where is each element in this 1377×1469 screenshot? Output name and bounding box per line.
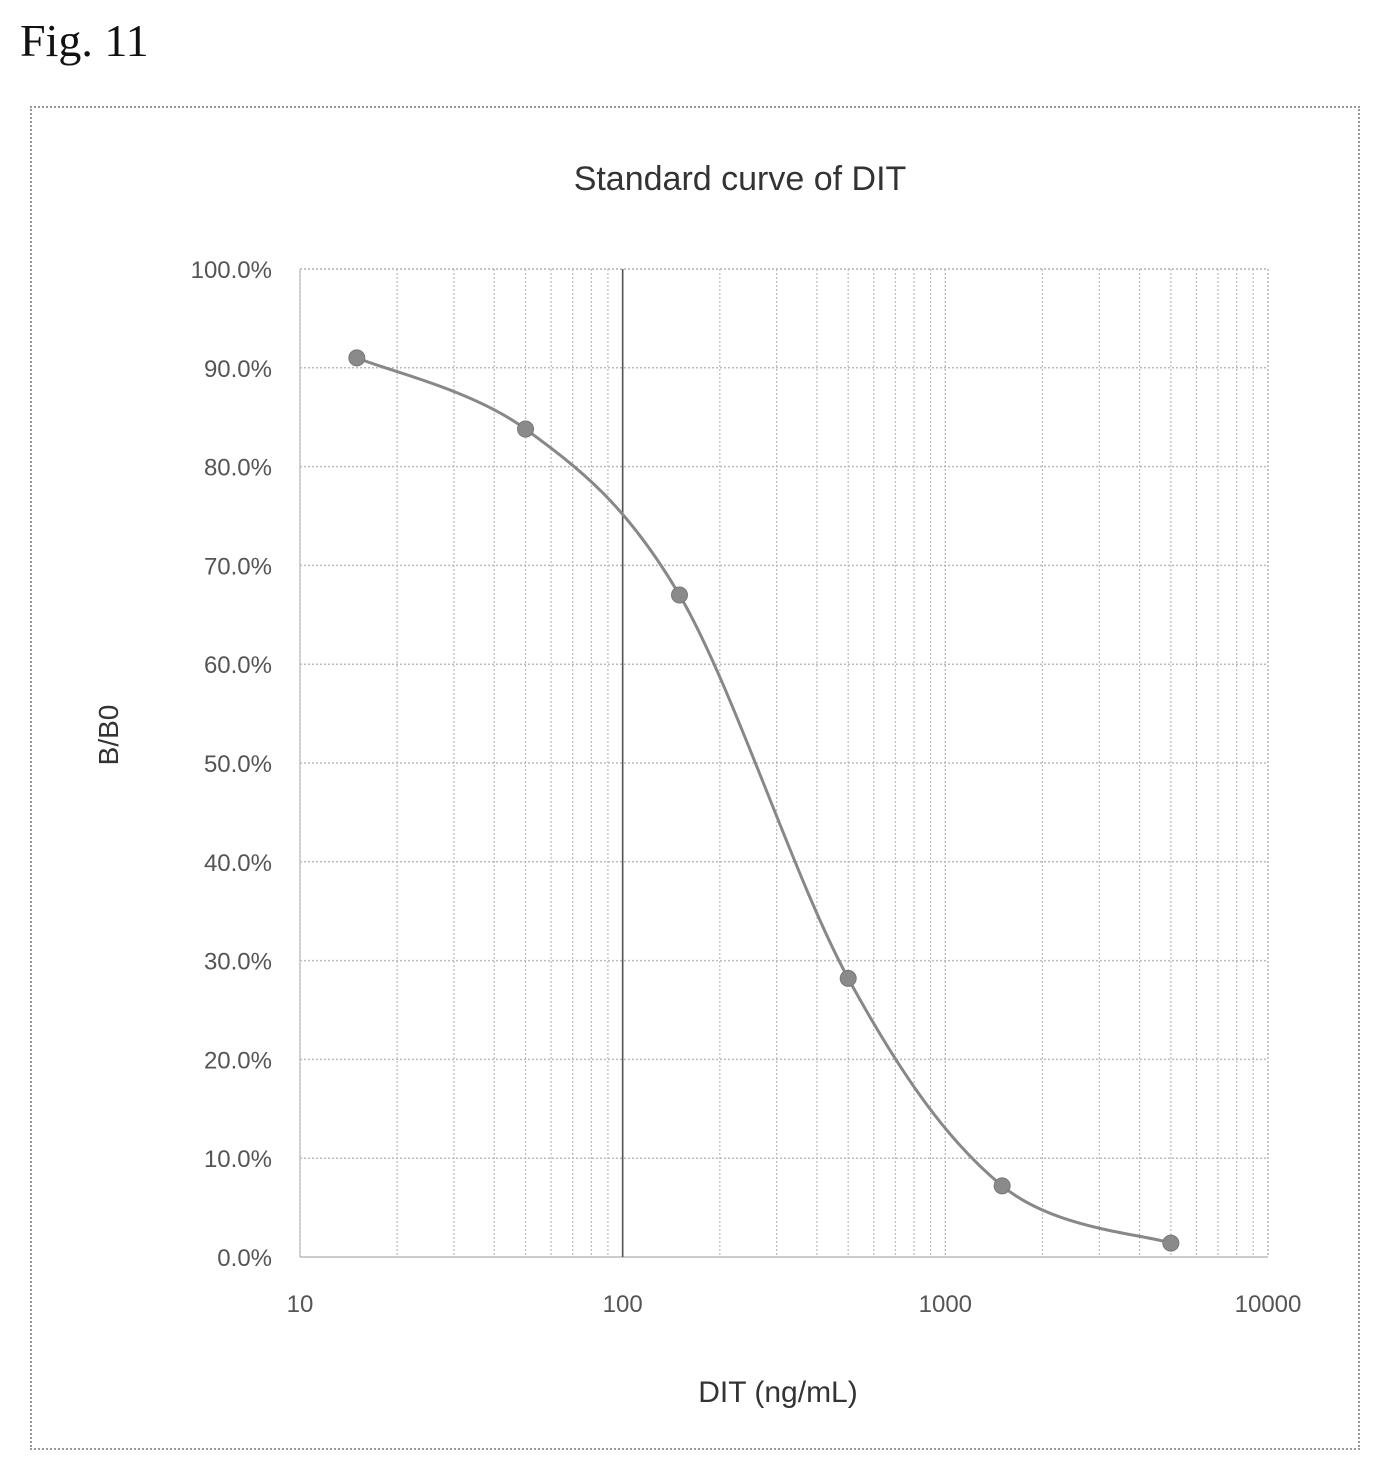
y-tick-label: 80.0% — [204, 455, 272, 482]
data-point — [517, 420, 535, 438]
y-tick-label: 50.0% — [204, 751, 272, 778]
data-point — [839, 969, 857, 987]
y-tick-label: 100.0% — [191, 257, 272, 284]
data-point — [993, 1177, 1011, 1195]
data-point — [670, 586, 688, 604]
x-tick-label: 10 — [287, 1291, 314, 1318]
chart-title: Standard curve of DIT — [574, 160, 907, 198]
data-point — [1162, 1234, 1180, 1252]
y-tick-label: 70.0% — [204, 553, 272, 580]
y-tick-label: 10.0% — [204, 1146, 272, 1173]
x-tick-label: 10000 — [1235, 1291, 1302, 1318]
x-tick-label: 100 — [603, 1291, 643, 1318]
y-tick-label: 30.0% — [204, 949, 272, 976]
y-tick-label: 90.0% — [204, 356, 272, 383]
x-axis-label: DIT (ng/mL) — [698, 1376, 857, 1409]
y-tick-label: 40.0% — [204, 850, 272, 877]
data-point — [348, 349, 366, 367]
chart-frame — [30, 106, 1360, 1450]
y-axis-label: B/B0 — [93, 705, 124, 766]
figure-label: Fig. 11 — [20, 15, 149, 66]
y-tick-label: 20.0% — [204, 1047, 272, 1074]
series-line — [356, 356, 1172, 1245]
y-tick-label: 60.0% — [204, 652, 272, 679]
y-tick-label: 0.0% — [217, 1245, 272, 1272]
x-tick-label: 1000 — [919, 1291, 972, 1318]
